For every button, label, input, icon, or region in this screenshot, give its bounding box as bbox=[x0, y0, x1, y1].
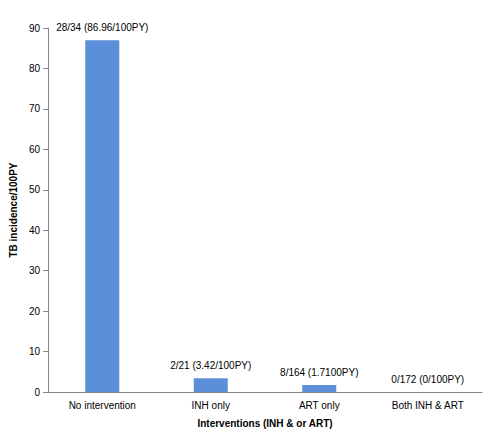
svg-text:2/21 (3.42/100PY): 2/21 (3.42/100PY) bbox=[170, 360, 251, 371]
svg-text:0: 0 bbox=[34, 387, 40, 398]
svg-text:90: 90 bbox=[29, 23, 41, 34]
svg-text:Interventions (INH & or ART): Interventions (INH & or ART) bbox=[197, 418, 332, 429]
svg-text:28/34 (86.96/100PY): 28/34 (86.96/100PY) bbox=[56, 22, 148, 33]
svg-text:60: 60 bbox=[29, 144, 41, 155]
svg-text:80: 80 bbox=[29, 63, 41, 74]
svg-text:8/164 (1.7100PY): 8/164 (1.7100PY) bbox=[280, 367, 358, 378]
svg-text:40: 40 bbox=[29, 225, 41, 236]
svg-text:TB incidence/100PY: TB incidence/100PY bbox=[8, 162, 19, 257]
svg-text:0/172 (0/100PY): 0/172 (0/100PY) bbox=[391, 374, 464, 385]
svg-text:Both INH & ART: Both INH & ART bbox=[392, 400, 464, 411]
svg-text:10: 10 bbox=[29, 346, 41, 357]
svg-text:No intervention: No intervention bbox=[69, 400, 136, 411]
svg-text:70: 70 bbox=[29, 103, 41, 114]
svg-text:ART only: ART only bbox=[299, 400, 340, 411]
svg-text:INH only: INH only bbox=[192, 400, 230, 411]
svg-text:30: 30 bbox=[29, 265, 41, 276]
svg-text:20: 20 bbox=[29, 306, 41, 317]
svg-text:50: 50 bbox=[29, 184, 41, 195]
